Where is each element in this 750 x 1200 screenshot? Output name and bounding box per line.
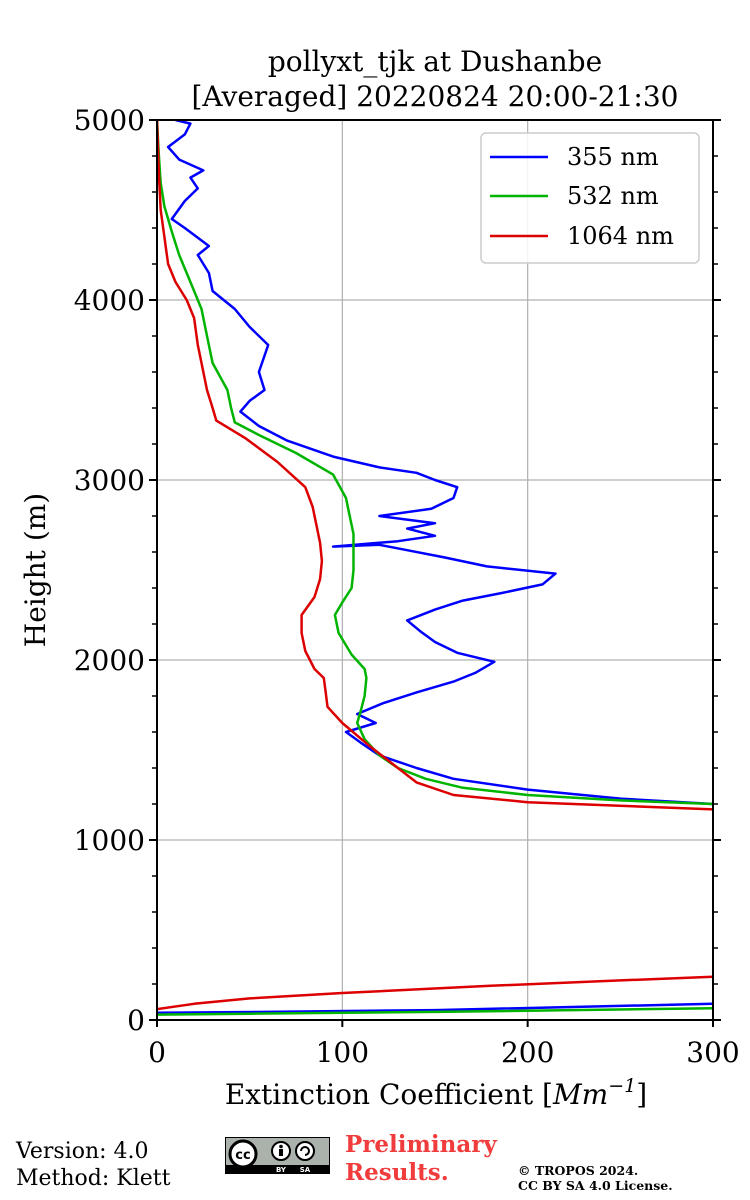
legend-label-355: 355 nm [567,143,659,171]
chart-title-line-2: [Averaged] 20220824 20:00-21:30 [192,80,679,113]
series-line-1064-nm-seg-0 [157,975,713,1011]
sa-sharealike-icon [295,1141,315,1161]
version-text: Version: 4.0 [16,1139,149,1164]
copyright-notice: © TROPOS 2024. CC BY SA 4.0 License. [518,1163,673,1193]
cc-logo-text: cc [235,1148,250,1163]
version-info: Version: 4.0 Method: Klett [16,1138,170,1192]
series-lines [157,120,713,1016]
legend-box [480,132,700,264]
y-tick-label-0: 0 [127,1004,145,1037]
copyright-line-1: © TROPOS 2024. [518,1163,639,1178]
method-text: Method: Klett [16,1166,171,1191]
x-axis-label: Extinction Coefficient [Mm−1] [225,1075,647,1111]
cc-license-badge: cc BY SA [225,1137,330,1174]
legend-label-532: 532 nm [567,182,659,210]
preliminary-line-2: Results. [345,1159,449,1186]
y-tick-label-5000: 5000 [74,104,145,137]
legend: 355 nm 532 nm 1064 nm [480,132,700,264]
x-tick-label-200: 200 [501,1036,554,1069]
x-axis-label-text: Extinction Coefficient [ [225,1078,553,1111]
x-tick-label-100: 100 [316,1036,369,1069]
y-tick-label-4000: 4000 [74,284,145,317]
legend-label-1064: 1064 nm [567,222,674,250]
chart-title-line-1: pollyxt_tjk at Dushanbe [268,45,602,78]
cc-circle-icon [228,1139,258,1169]
x-tick-label-0: 0 [148,1036,166,1069]
series-line-355-nm-seg-0 [157,1002,713,1015]
preliminary-results-note: Preliminary Results. [345,1131,497,1187]
x-axis-label-unit: Mm [552,1078,608,1111]
x-axis-label-exponent: −1 [608,1075,636,1097]
cc-sa-label: SA [300,1166,311,1174]
series-line-532-nm-seg-0 [157,1007,713,1016]
extinction-chart: pollyxt_tjk at Dushanbe [Averaged] 20220… [19,45,740,1111]
cc-by-label: BY [276,1166,287,1174]
plot-frame [156,119,714,1021]
x-tick-label-300: 300 [686,1036,739,1069]
x-axis-label-close: ] [636,1078,647,1111]
series-line-355-nm-seg-1 [166,120,713,806]
copyright-line-2: CC BY SA 4.0 License. [518,1178,673,1193]
preliminary-line-1: Preliminary [345,1131,497,1158]
series-line-1064-nm-seg-1 [157,120,713,811]
y-axis-label: Height (m) [19,493,52,647]
y-tick-label-3000: 3000 [74,464,145,497]
y-tick-label-1000: 1000 [74,824,145,857]
y-tick-label-2000: 2000 [74,644,145,677]
